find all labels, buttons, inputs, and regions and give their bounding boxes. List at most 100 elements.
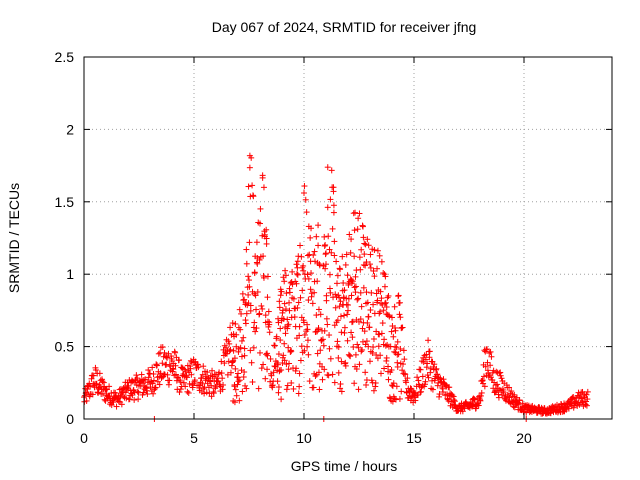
data-point bbox=[352, 273, 359, 280]
data-point bbox=[424, 360, 431, 367]
data-point bbox=[304, 343, 311, 350]
data-point bbox=[329, 371, 336, 378]
data-point bbox=[264, 294, 271, 301]
data-point bbox=[382, 299, 389, 306]
data-point bbox=[277, 292, 284, 299]
data-point bbox=[229, 320, 236, 327]
data-point bbox=[278, 288, 285, 295]
data-point bbox=[426, 354, 433, 361]
data-point bbox=[258, 365, 265, 372]
data-point bbox=[505, 393, 512, 400]
y-axis-label: SRMTID / TECUs bbox=[6, 183, 22, 293]
data-point bbox=[398, 388, 405, 395]
data-point bbox=[226, 340, 233, 347]
data-point bbox=[356, 254, 363, 261]
x-tick-label: 20 bbox=[516, 430, 532, 446]
data-point bbox=[334, 272, 341, 279]
data-point bbox=[281, 278, 288, 285]
data-point bbox=[350, 344, 357, 351]
data-point bbox=[482, 363, 489, 370]
data-point bbox=[285, 366, 292, 373]
data-point bbox=[239, 290, 246, 297]
data-point bbox=[380, 269, 387, 276]
data-point bbox=[358, 303, 365, 310]
data-point bbox=[172, 362, 179, 369]
data-point bbox=[358, 246, 365, 253]
data-point bbox=[215, 378, 222, 385]
data-point bbox=[344, 311, 351, 318]
data-point bbox=[301, 190, 307, 197]
data-point bbox=[246, 283, 253, 290]
x-tick-label: 10 bbox=[296, 430, 312, 446]
data-point bbox=[81, 392, 88, 399]
data-point bbox=[280, 352, 287, 359]
data-point bbox=[87, 383, 94, 390]
data-point bbox=[323, 297, 330, 304]
data-point bbox=[312, 373, 319, 380]
data-point bbox=[266, 329, 273, 336]
data-point bbox=[315, 222, 322, 229]
data-point bbox=[307, 286, 314, 293]
data-point bbox=[293, 261, 300, 268]
data-point bbox=[436, 391, 443, 398]
data-point bbox=[391, 395, 398, 402]
data-point bbox=[275, 319, 282, 326]
data-point bbox=[263, 235, 270, 242]
data-point bbox=[395, 351, 402, 358]
data-point bbox=[422, 378, 429, 385]
data-point bbox=[161, 349, 168, 356]
data-point bbox=[419, 373, 426, 380]
data-point bbox=[321, 327, 328, 334]
data-point bbox=[495, 394, 502, 401]
data-point bbox=[304, 271, 311, 278]
data-point bbox=[314, 278, 321, 285]
data-point bbox=[172, 349, 179, 356]
data-point bbox=[370, 335, 377, 342]
data-point bbox=[396, 311, 403, 318]
y-tick-label: 2.5 bbox=[55, 49, 75, 65]
data-point bbox=[310, 384, 317, 391]
data-point bbox=[286, 307, 293, 314]
data-point bbox=[370, 301, 377, 308]
data-point bbox=[177, 379, 184, 386]
data-point bbox=[188, 371, 195, 378]
data-point bbox=[325, 372, 332, 379]
data-point bbox=[156, 381, 163, 388]
data-point bbox=[570, 394, 577, 401]
data-point bbox=[223, 344, 230, 351]
data-point bbox=[295, 390, 302, 397]
data-point bbox=[348, 236, 355, 243]
data-point bbox=[296, 323, 303, 330]
data-point bbox=[236, 306, 243, 313]
data-point bbox=[247, 302, 254, 309]
data-point bbox=[231, 355, 238, 362]
data-point bbox=[268, 372, 275, 379]
data-point bbox=[381, 283, 388, 290]
data-point bbox=[378, 370, 384, 377]
data-point bbox=[433, 365, 440, 372]
data-point bbox=[177, 386, 184, 393]
data-point bbox=[242, 320, 249, 327]
data-point bbox=[290, 385, 297, 392]
data-point bbox=[278, 396, 285, 403]
data-point bbox=[331, 238, 338, 245]
data-point bbox=[389, 314, 395, 321]
data-point bbox=[371, 246, 378, 253]
data-point bbox=[385, 376, 392, 383]
data-point bbox=[391, 303, 398, 310]
data-point bbox=[298, 253, 305, 260]
data-point bbox=[263, 240, 270, 247]
data-point bbox=[376, 252, 383, 259]
data-point bbox=[365, 313, 372, 320]
data-point bbox=[511, 404, 518, 411]
x-tick-label: 0 bbox=[80, 430, 88, 446]
data-point bbox=[99, 378, 106, 385]
data-point bbox=[282, 330, 289, 337]
data-point bbox=[311, 248, 318, 255]
data-point bbox=[208, 393, 215, 400]
data-point bbox=[131, 389, 138, 396]
data-point bbox=[355, 295, 362, 302]
data-point bbox=[271, 363, 278, 370]
data-point bbox=[359, 346, 366, 353]
data-point bbox=[225, 338, 232, 345]
